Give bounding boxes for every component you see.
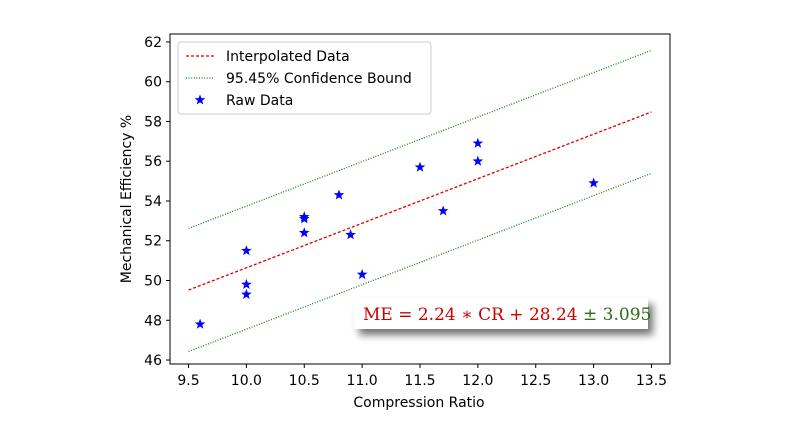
y-tick-label: 46 [144,353,162,369]
y-tick-label: 58 [144,114,162,130]
x-tick-label: 9.5 [177,373,199,389]
x-tick-label: 10.5 [289,373,320,389]
x-tick-label: 13.5 [636,373,667,389]
x-tick-label: 12.5 [520,373,551,389]
equation-box [354,298,648,329]
raw-data-point [298,213,310,224]
legend-label: 95.45% Confidence Bound [226,71,412,87]
raw-data-point [194,318,206,329]
y-tick-label: 62 [144,35,162,51]
x-tick-label: 13.0 [578,373,609,389]
raw-data-point [241,245,252,256]
x-tick-label: 10.0 [231,373,262,389]
legend: Interpolated Data 95.45% Confidence Bound… [177,41,432,115]
equation-part: ± 3.095 [583,305,651,325]
raw-data-point [588,177,599,188]
x-tick-label: 11.5 [404,373,435,389]
legend-label: Raw Data [226,93,293,109]
raw-data-point [356,268,368,280]
x-axis-label: Compression Ratio [353,395,484,411]
plot-layer [188,49,652,353]
raw-data-point [472,155,484,166]
y-axis-label: Mechanical Efficiency % [119,115,135,283]
y-tick-label: 60 [144,75,162,91]
raw-data-point [437,205,449,216]
y-tick-label: 50 [144,274,162,290]
y-tick-label: 52 [144,234,162,250]
y-tick-label: 54 [144,194,162,210]
raw-data-point [241,288,252,299]
legend-swatch [194,94,206,105]
raw-data-point [241,278,252,290]
raw-data-point [345,229,356,240]
y-tick-label: 56 [144,154,162,170]
legend-label: Interpolated Data [226,49,350,65]
raw-data-point [414,161,426,172]
x-tick-label: 12.0 [462,373,493,389]
equation-part: ME = 2.24 ∗ CR + 28.24 [363,305,583,325]
equation-annotation: ME = 2.24 ∗ CR + 28.24 ± 3.095 [354,298,651,329]
y-tick-label: 48 [144,313,162,329]
equation-text: ME = 2.24 ∗ CR + 28.24 ± 3.095 [363,305,651,325]
raw-data-point [298,227,310,238]
axes-layer: 9.5 10.0 10.5 11.0 11.5 12.0 12.5 13.0 13.5 46 48 5… [144,33,671,389]
interpolated-line [188,111,652,291]
raw-data-point [472,137,484,148]
raw-data-point [333,189,345,200]
legend-frame [177,41,432,115]
x-tick-label: 11.0 [347,373,378,389]
